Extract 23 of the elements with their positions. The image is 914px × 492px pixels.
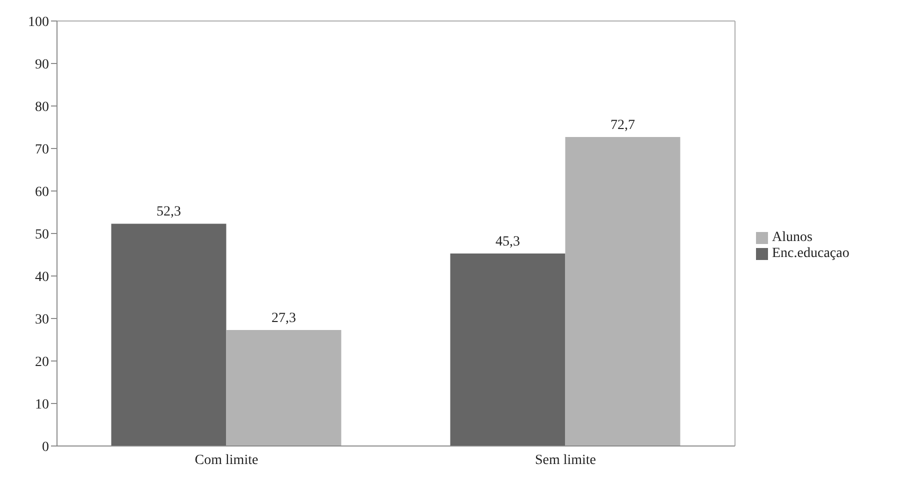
data-label: 27,3 xyxy=(271,310,296,326)
x-tick-label: Sem limite xyxy=(534,452,596,468)
bar xyxy=(111,224,226,446)
y-tick-label: 60 xyxy=(35,184,49,200)
bar xyxy=(565,137,680,446)
y-tick-label: 0 xyxy=(42,440,49,455)
bar xyxy=(226,330,342,446)
x-tick-label: Com limite xyxy=(194,452,258,468)
y-tick-label: 100 xyxy=(28,14,49,30)
y-tick-label: 50 xyxy=(35,227,49,242)
y-tick-label: 80 xyxy=(35,100,49,115)
y-tick-label: 40 xyxy=(35,270,49,285)
legend-label: Enc.educaçao xyxy=(772,246,850,261)
y-tick-label: 90 xyxy=(35,57,49,72)
data-label: 72,7 xyxy=(610,118,635,134)
y-tick-label: 20 xyxy=(35,354,49,370)
data-label: 45,3 xyxy=(495,234,520,250)
bar xyxy=(450,253,566,446)
y-tick-label: 10 xyxy=(35,397,49,412)
data-label: 52,3 xyxy=(156,204,181,220)
y-tick-label: 70 xyxy=(35,142,49,158)
legend-label: Alunos xyxy=(772,230,812,245)
y-tick-label: 30 xyxy=(35,312,49,328)
